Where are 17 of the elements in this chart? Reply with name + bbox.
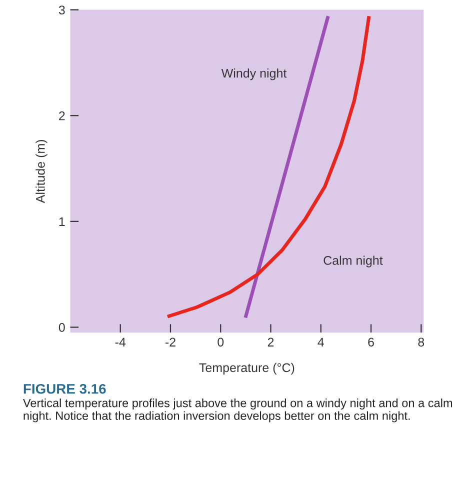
x-tick-label: -2 [165, 338, 176, 346]
x-tick-label: 4 [318, 338, 324, 346]
x-axis-title: Temperature (°C) [199, 362, 294, 375]
x-tick-label: -4 [115, 338, 126, 346]
text: FIGURE 3.16 [24, 384, 106, 394]
x-tick-label: 0 [218, 338, 224, 347]
x-tick-label: 6 [368, 338, 374, 347]
text: Vertical temperature profiles just above the ground on a windy night and on a calm night. Notice that the radiation inversion develops better on the calm night. [23, 398, 452, 422]
y-tick-label: 1 [59, 217, 65, 226]
y-tick-label: 0 [58, 323, 65, 332]
y-tick-label: 2 [59, 111, 65, 120]
x-tick-label: 8 [418, 338, 424, 347]
text: Calm night [324, 256, 383, 268]
y-axis-title: Altitude (m) [36, 140, 48, 204]
y-tick-label: 3 [58, 6, 65, 14]
x-tick-label: 2 [268, 338, 274, 346]
series-label: Windy night [221, 68, 287, 80]
